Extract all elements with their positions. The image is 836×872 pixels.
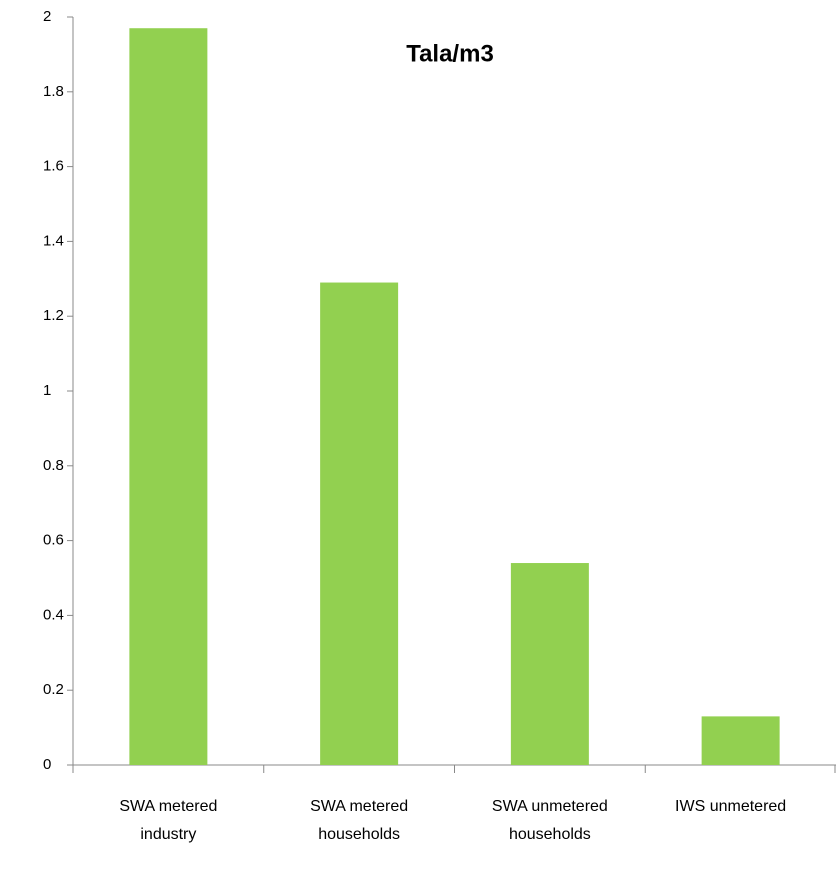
y-tick-label: 2: [43, 8, 51, 25]
x-tick-label: SWA metered industry: [119, 798, 218, 843]
bar: [320, 282, 399, 765]
y-tick-label: 1.6: [43, 158, 64, 175]
y-tick-label: 0: [43, 756, 51, 773]
y-tick-label: 0.4: [43, 606, 64, 623]
y-tick-label: 1: [43, 382, 51, 399]
chart-title: Tala/m3: [406, 40, 494, 67]
y-tick-label: 1.8: [43, 83, 64, 100]
x-tick-label: SWA unmetered households: [491, 798, 608, 843]
y-tick-label: 0.2: [43, 681, 64, 698]
bar: [129, 28, 208, 766]
bar: [701, 716, 780, 765]
y-tick-label: 1.2: [43, 307, 64, 324]
y-tick-label: 0.6: [43, 532, 64, 549]
x-tick-label: IWS unmetered: [675, 798, 787, 815]
bar: [510, 563, 589, 765]
y-tick-label: 0.8: [43, 457, 64, 474]
y-tick-label: 1.4: [43, 232, 64, 249]
x-tick-label: SWA metered households: [310, 798, 409, 843]
